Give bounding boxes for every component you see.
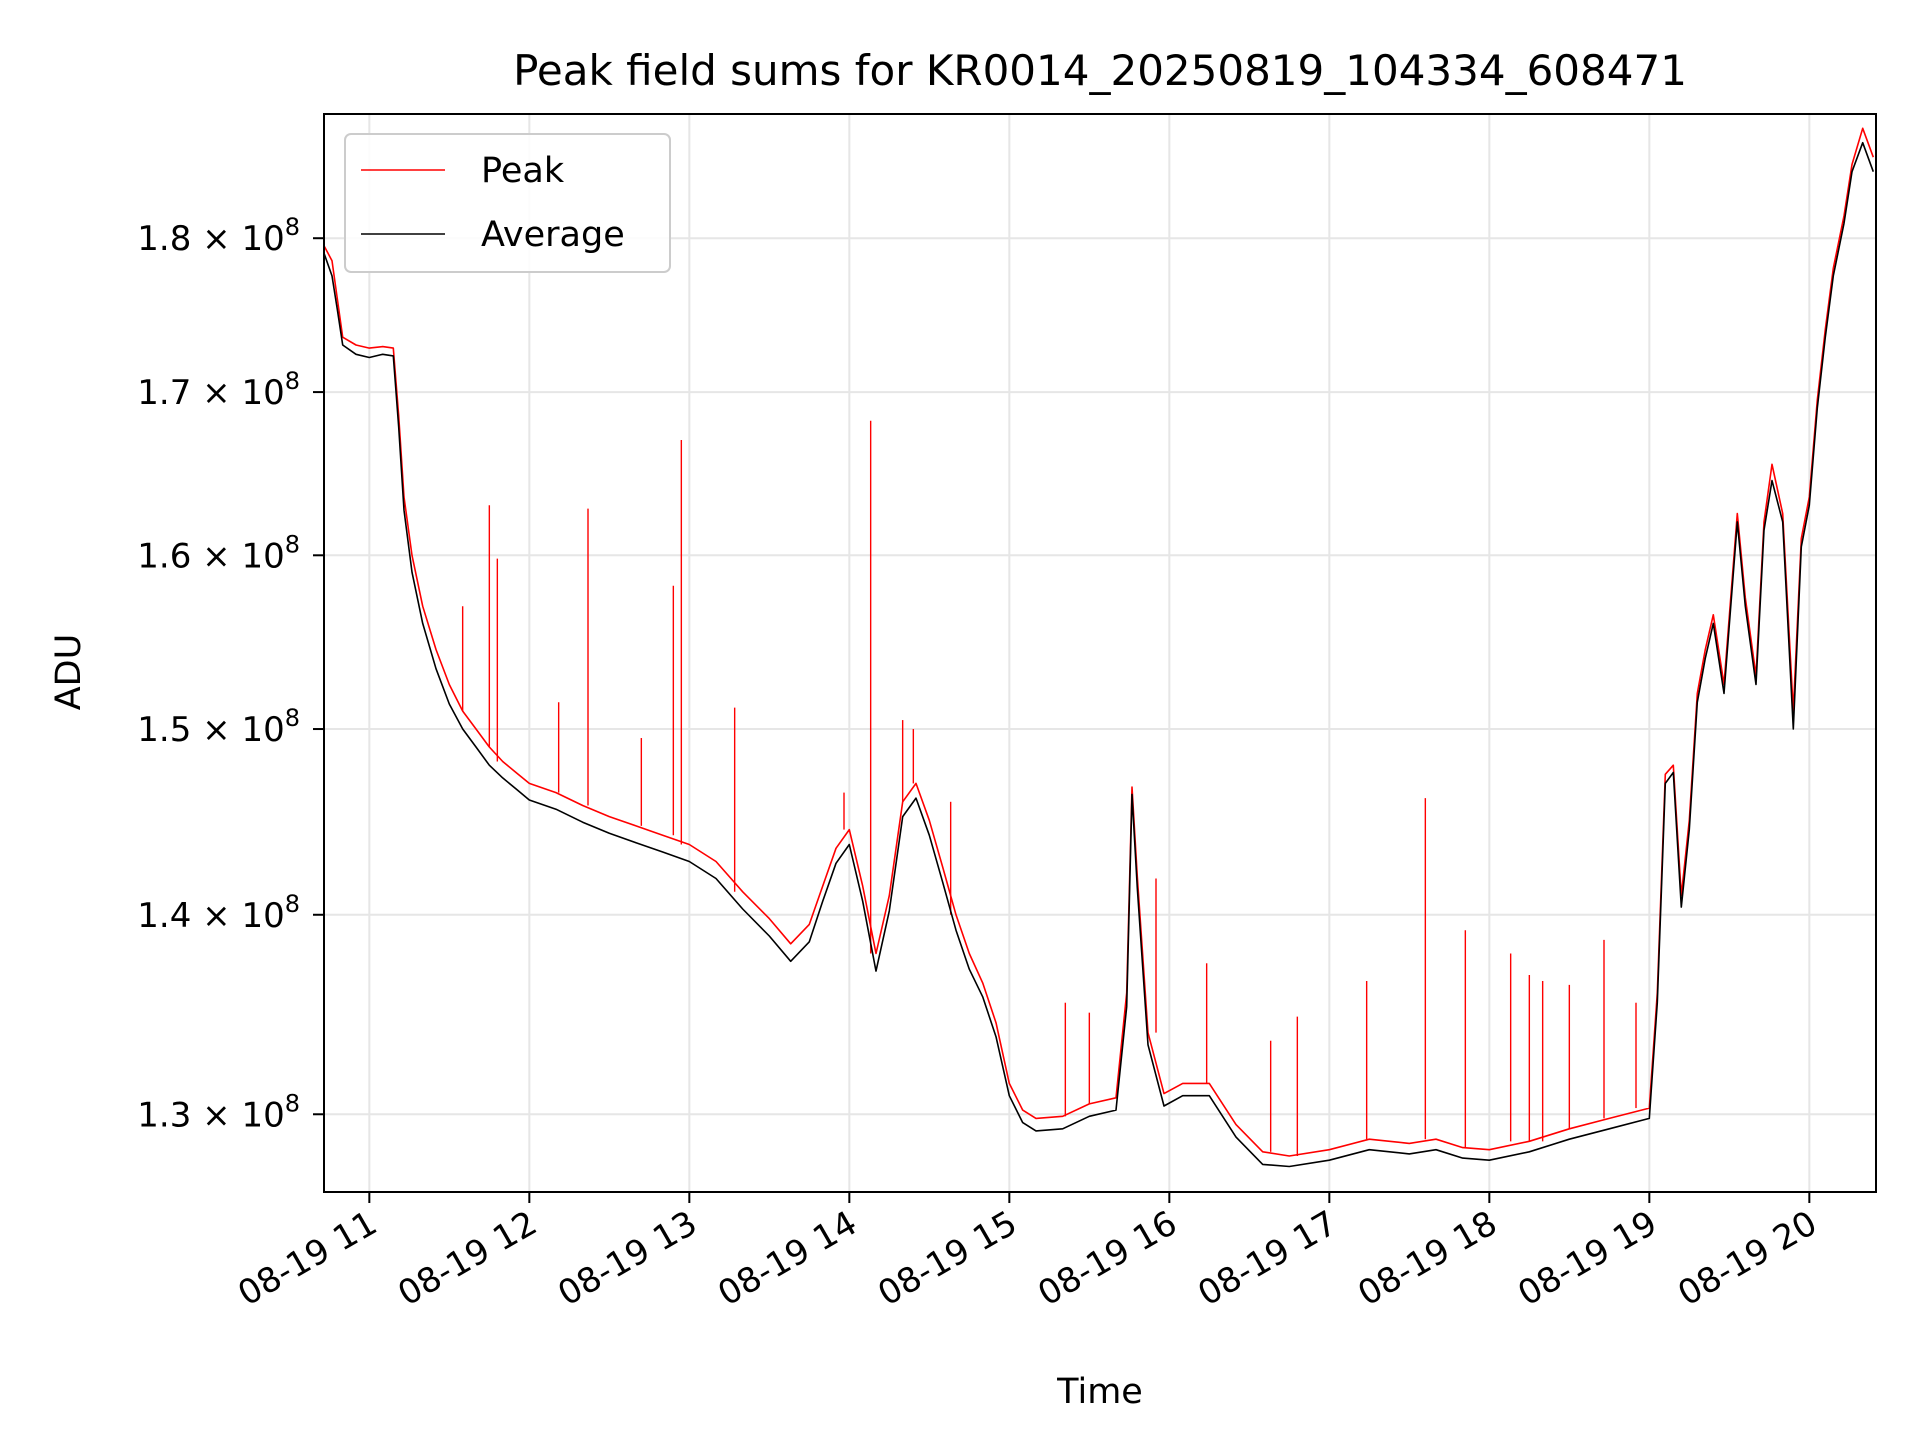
y-tick-label: 1.6 × 108	[137, 530, 300, 576]
x-axis-label: Time	[1056, 1372, 1143, 1412]
legend-box	[344, 133, 671, 273]
axes-frame	[323, 113, 1877, 1193]
y-tick-label: 1.5 × 108	[137, 704, 300, 750]
chart-title: Peak field sums for KR0014_20250819_1043…	[513, 46, 1687, 95]
y-axis-label: ADU	[49, 634, 89, 711]
y-tick-label: 1.3 × 108	[137, 1089, 300, 1135]
y-tick-label: 1.4 × 108	[137, 890, 300, 936]
series-group	[324, 127, 1875, 1168]
legend-label-average: Average	[481, 215, 625, 255]
y-tick-label: 1.7 × 108	[137, 367, 300, 413]
series-line-average	[324, 141, 1875, 1168]
y-tick-label: 1.8 × 108	[137, 213, 300, 259]
legend-label-peak: Peak	[481, 151, 565, 191]
